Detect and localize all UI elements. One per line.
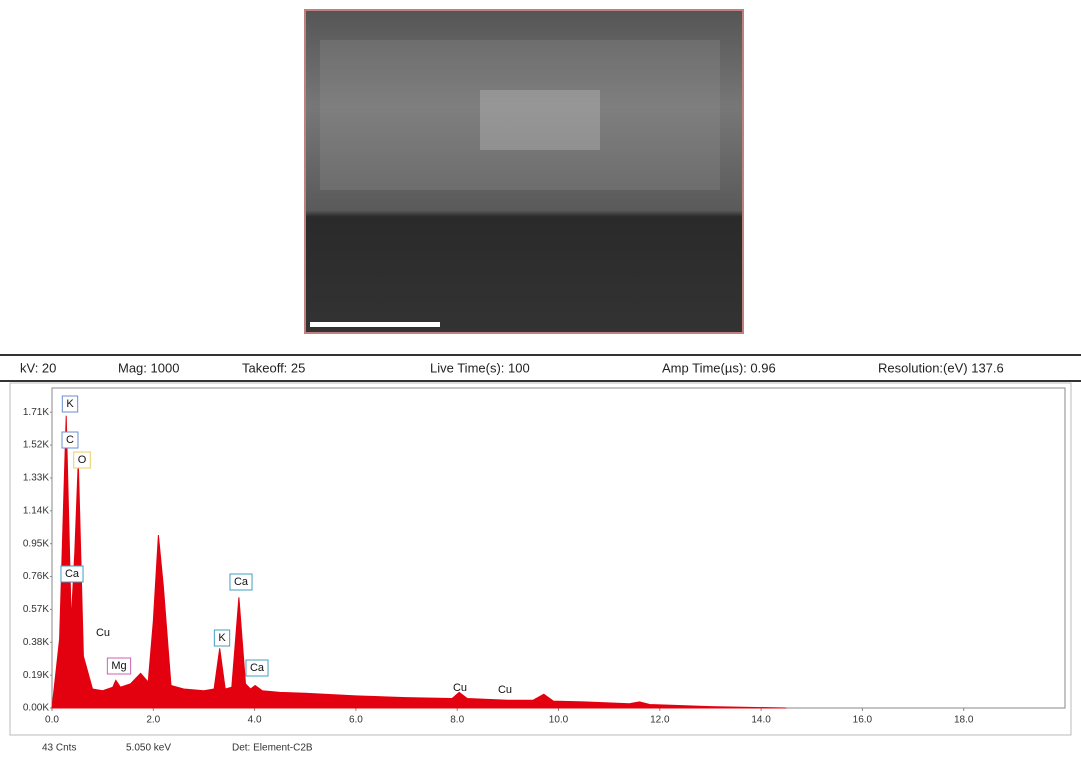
peak-label: O	[78, 454, 87, 466]
x-tick-label: 18.0	[954, 715, 974, 726]
peak-label: Cu	[453, 682, 467, 694]
footer-field: 5.050 keV	[126, 743, 171, 754]
footer-field: Det: Element-C2B	[232, 743, 313, 754]
header-field: Live Time(s): 100	[430, 360, 530, 375]
x-tick-label: 8.0	[450, 715, 464, 726]
peak-label: K	[66, 398, 74, 410]
y-tick-label: 1.33K	[23, 473, 49, 484]
x-tick-label: 14.0	[751, 715, 771, 726]
header-field: Resolution:(eV) 137.6	[878, 360, 1004, 375]
x-tick-label: 4.0	[248, 715, 262, 726]
peak-label: C	[66, 434, 74, 446]
y-tick-label: 0.95K	[23, 538, 49, 549]
y-tick-label: 1.71K	[23, 407, 49, 418]
peak-label: Ca	[250, 662, 265, 674]
peak-label: Cu	[498, 684, 512, 696]
x-tick-label: 2.0	[146, 715, 160, 726]
y-tick-label: 0.38K	[23, 637, 49, 648]
x-tick-label: 12.0	[650, 715, 670, 726]
sem-image	[305, 10, 743, 333]
y-tick-label: 1.14K	[23, 505, 49, 516]
y-tick-label: 0.00K	[23, 703, 49, 714]
peak-label: K	[218, 632, 226, 644]
peak-label: Ca	[65, 568, 80, 580]
header-field: Amp Time(µs): 0.96	[662, 360, 776, 375]
x-tick-label: 10.0	[549, 715, 569, 726]
x-tick-label: 16.0	[853, 715, 873, 726]
page: kV: 20 Mag: 1000 Takeoff: 25 Live Time(s): …	[0, 0, 1081, 757]
plot-area	[52, 388, 1065, 708]
y-tick-label: 0.19K	[23, 670, 49, 681]
y-tick-label: 1.52K	[23, 440, 49, 451]
header-field: Takeoff: 25	[242, 360, 305, 375]
header-field: kV: 20	[20, 360, 56, 375]
peak-label: Mg	[111, 660, 126, 672]
peak-label: Cu	[96, 627, 110, 639]
x-tick-label: 6.0	[349, 715, 363, 726]
header-field: Mag: 1000	[118, 360, 179, 375]
x-tick-label: 0.0	[45, 715, 59, 726]
y-tick-label: 0.57K	[23, 604, 49, 615]
peak-label: Ca	[234, 576, 249, 588]
footer-field: 43 Cnts	[42, 743, 76, 754]
y-tick-label: 0.76K	[23, 571, 49, 582]
